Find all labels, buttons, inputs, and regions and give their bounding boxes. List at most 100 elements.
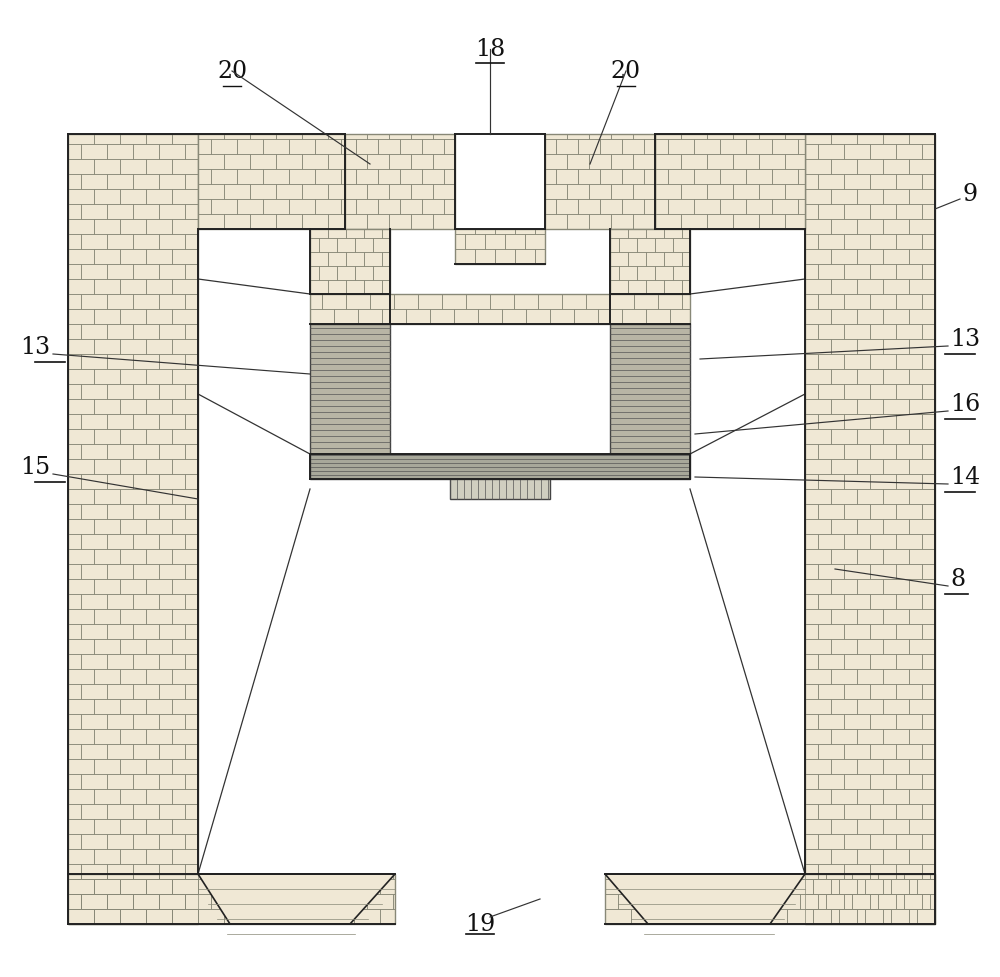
Bar bbox=[844, 655, 870, 669]
Bar bbox=[185, 355, 198, 369]
Bar bbox=[328, 135, 345, 140]
Bar bbox=[159, 145, 185, 160]
Bar bbox=[805, 789, 831, 804]
Bar bbox=[107, 534, 133, 549]
Bar bbox=[646, 280, 664, 295]
Bar bbox=[818, 475, 844, 489]
Bar bbox=[81, 714, 107, 729]
Bar bbox=[133, 175, 159, 190]
Bar bbox=[68, 759, 94, 774]
Bar bbox=[644, 894, 670, 909]
Bar bbox=[146, 310, 172, 324]
Bar bbox=[922, 774, 935, 789]
Bar bbox=[302, 185, 328, 199]
Bar bbox=[664, 280, 682, 295]
Bar bbox=[870, 684, 896, 700]
Bar bbox=[831, 700, 857, 714]
Bar bbox=[909, 669, 935, 684]
Bar bbox=[857, 909, 883, 924]
Bar bbox=[68, 145, 81, 160]
Bar bbox=[610, 230, 628, 238]
Bar bbox=[805, 744, 818, 759]
Bar bbox=[172, 520, 198, 534]
Bar bbox=[159, 565, 185, 579]
Bar bbox=[896, 385, 922, 400]
Bar bbox=[896, 445, 922, 459]
Bar bbox=[289, 140, 315, 154]
Bar bbox=[68, 234, 81, 250]
Bar bbox=[81, 324, 107, 340]
Bar bbox=[120, 190, 146, 205]
Bar bbox=[68, 579, 94, 594]
Bar bbox=[478, 310, 502, 324]
Bar bbox=[785, 185, 805, 199]
Bar bbox=[68, 190, 94, 205]
Bar bbox=[393, 894, 395, 909]
Bar bbox=[198, 170, 211, 185]
Bar bbox=[774, 894, 800, 909]
Bar bbox=[883, 310, 909, 324]
Bar bbox=[146, 789, 172, 804]
Bar bbox=[857, 250, 883, 265]
Bar bbox=[578, 140, 600, 154]
Bar bbox=[146, 430, 172, 445]
Bar bbox=[454, 310, 478, 324]
Bar bbox=[107, 874, 133, 879]
Bar bbox=[120, 549, 146, 565]
Bar bbox=[904, 894, 930, 909]
Bar bbox=[759, 135, 785, 140]
Bar bbox=[146, 369, 172, 385]
Bar bbox=[146, 669, 172, 684]
Bar bbox=[172, 190, 198, 205]
Bar bbox=[185, 414, 198, 430]
Bar bbox=[68, 849, 94, 864]
Bar bbox=[276, 185, 302, 199]
Bar bbox=[81, 475, 107, 489]
Bar bbox=[81, 355, 107, 369]
Bar bbox=[896, 894, 922, 909]
Bar bbox=[68, 385, 81, 400]
Bar bbox=[818, 295, 844, 310]
Bar bbox=[159, 594, 185, 610]
Bar bbox=[133, 145, 159, 160]
Bar bbox=[826, 894, 852, 909]
Bar bbox=[133, 864, 159, 879]
Bar bbox=[610, 238, 619, 253]
Bar bbox=[844, 295, 870, 310]
Bar bbox=[805, 234, 818, 250]
Bar bbox=[735, 909, 761, 924]
Bar bbox=[805, 624, 818, 639]
Bar bbox=[909, 700, 935, 714]
Bar bbox=[120, 430, 146, 445]
Bar bbox=[805, 430, 831, 445]
Bar bbox=[896, 205, 922, 220]
Bar bbox=[120, 220, 146, 234]
Bar bbox=[367, 185, 389, 199]
Bar bbox=[310, 324, 390, 454]
Bar bbox=[589, 185, 611, 199]
Bar bbox=[844, 445, 870, 459]
Bar bbox=[94, 310, 120, 324]
Bar bbox=[891, 879, 917, 894]
Bar bbox=[172, 579, 198, 594]
Bar bbox=[146, 610, 172, 624]
Bar bbox=[655, 238, 673, 253]
Bar bbox=[619, 267, 637, 280]
Bar bbox=[68, 160, 94, 175]
Bar bbox=[922, 504, 935, 520]
Bar bbox=[185, 684, 198, 700]
Bar bbox=[631, 909, 657, 924]
Bar bbox=[800, 894, 826, 909]
Bar bbox=[146, 700, 172, 714]
Bar bbox=[805, 400, 831, 414]
Bar bbox=[844, 205, 870, 220]
Bar bbox=[68, 610, 94, 624]
Bar bbox=[346, 280, 364, 295]
Bar bbox=[133, 774, 159, 789]
Bar bbox=[746, 170, 772, 185]
Bar bbox=[289, 894, 315, 909]
Bar bbox=[133, 265, 159, 279]
Bar bbox=[831, 430, 857, 445]
Bar bbox=[68, 909, 94, 924]
Bar bbox=[798, 170, 805, 185]
